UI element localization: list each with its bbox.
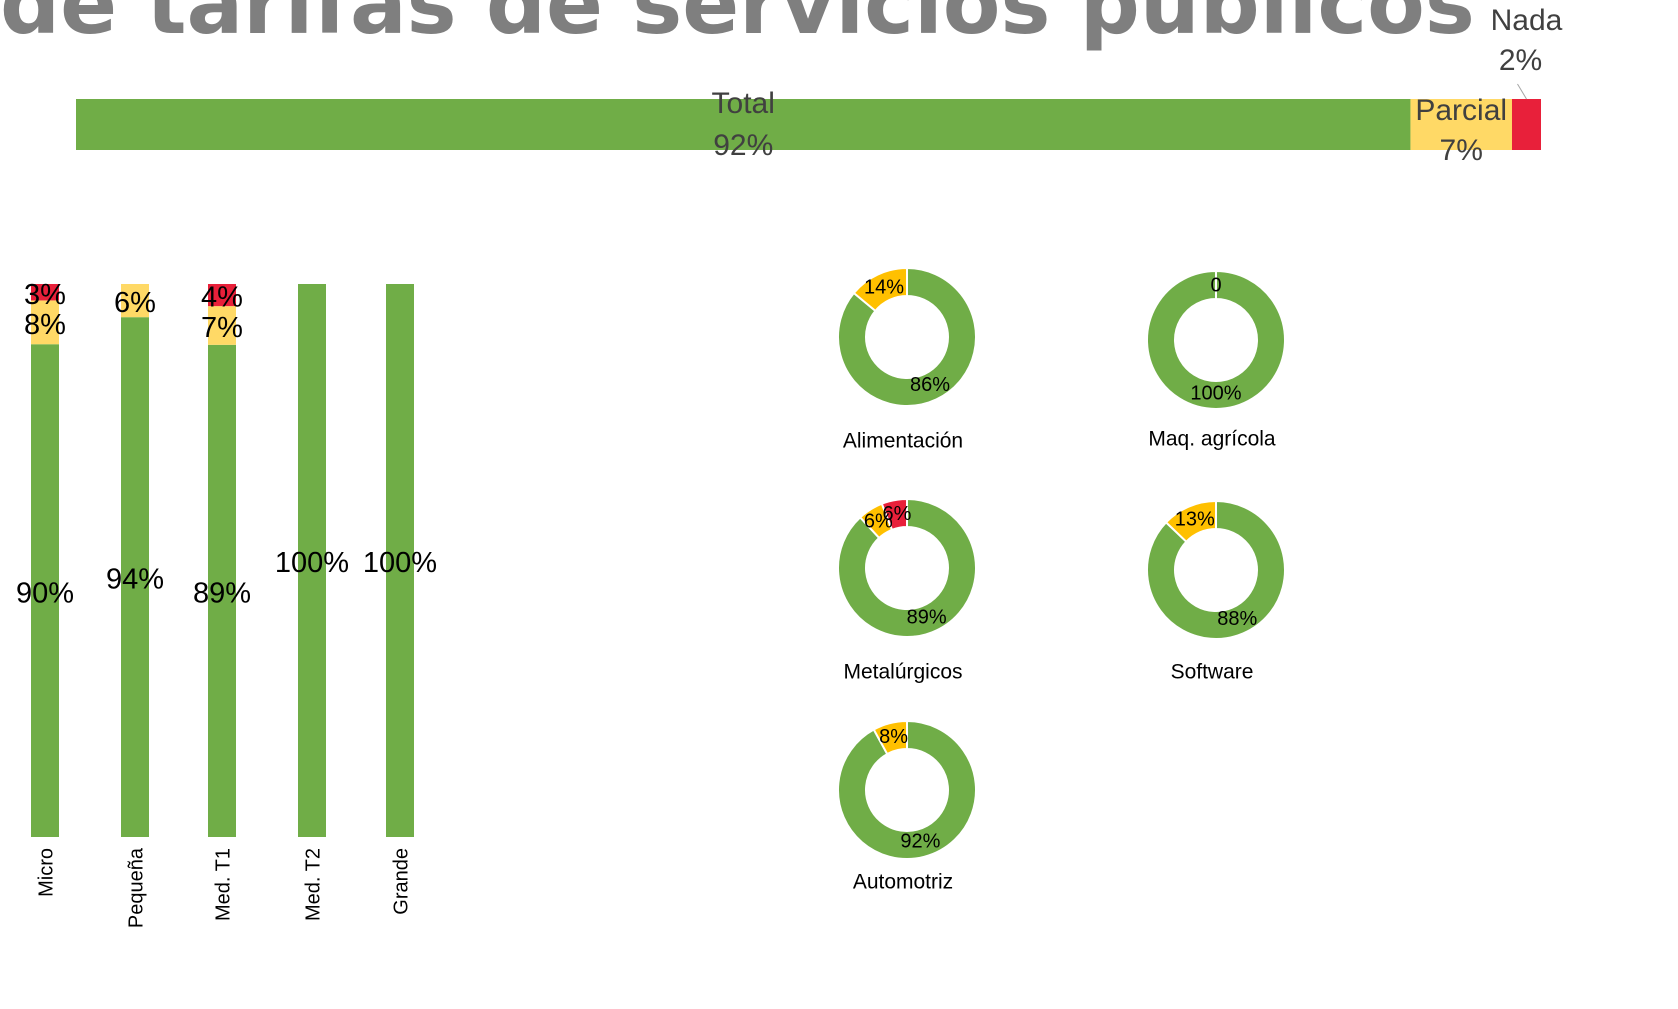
- donut-label: 6%: [883, 503, 912, 525]
- donut-title: Alimentación: [843, 430, 963, 453]
- donut-label: 6%: [864, 511, 893, 533]
- donut-slice: [852, 266, 908, 313]
- donut-label: 86%: [910, 374, 950, 396]
- bar-segment: [208, 306, 236, 345]
- bar-label: 100%: [363, 547, 437, 579]
- bar-label: 100%: [275, 547, 349, 579]
- donut-label: 0: [1210, 274, 1221, 296]
- segment-label: 2%: [1499, 44, 1542, 77]
- segment-name: Nada: [1491, 4, 1563, 37]
- bar-segment: [76, 99, 1411, 150]
- donut-title: Software: [1171, 661, 1254, 684]
- donut-slice: [872, 719, 908, 756]
- bar-label: 89%: [193, 578, 251, 610]
- x-tick-label: Grande: [390, 848, 412, 915]
- x-tick-label: Micro: [35, 848, 57, 897]
- segment-label: 7%: [1440, 134, 1483, 167]
- bar-label: 7%: [201, 312, 243, 344]
- bar-segment: [1410, 99, 1512, 150]
- bar-label: 94%: [106, 564, 164, 596]
- donut-title: Maq. agrícola: [1148, 428, 1276, 451]
- bar-label: 3%: [24, 279, 66, 311]
- donut-title: Metalúrgicos: [843, 661, 962, 684]
- bar-segment: [31, 344, 59, 837]
- bar-segment: [121, 284, 149, 318]
- bar-segment: [298, 284, 326, 837]
- donut-label: 89%: [907, 607, 947, 629]
- donut-label: 14%: [864, 276, 904, 298]
- segment-name: Total: [712, 87, 775, 120]
- donut-label: 8%: [879, 726, 908, 748]
- donut-label: 13%: [1175, 509, 1215, 531]
- donut-slice: [837, 719, 977, 860]
- donut-slice: [1146, 499, 1286, 640]
- slide-title: de tarifas de servicios públicos: [0, 0, 1475, 53]
- bar-label: 6%: [114, 287, 156, 319]
- x-tick-label: Med. T2: [302, 848, 324, 921]
- donut-slice: [1164, 499, 1217, 544]
- bar-label: 8%: [24, 309, 66, 341]
- donut-slice: [880, 497, 908, 532]
- donut-title: Automotriz: [853, 871, 953, 894]
- donut-label: 92%: [900, 831, 940, 853]
- bar-segment: [121, 317, 149, 837]
- donut-slice: [837, 266, 977, 407]
- bar-segment: [31, 300, 59, 345]
- donut-label: 88%: [1217, 608, 1257, 630]
- x-tick-label: Pequeña: [125, 847, 147, 928]
- bar-segment: [31, 284, 59, 301]
- segment-name: Parcial: [1415, 94, 1507, 127]
- bar-segment: [1511, 99, 1541, 150]
- x-tick-label: Med. T1: [212, 848, 234, 921]
- donut-slice: [837, 497, 977, 638]
- segment-label: 92%: [713, 129, 773, 162]
- bar-segment: [208, 344, 236, 837]
- leader-line: [1517, 83, 1527, 100]
- donut-label: 100%: [1190, 382, 1241, 404]
- donut-slice: [1146, 269, 1286, 410]
- bar-label: 90%: [16, 577, 74, 609]
- bar-segment: [386, 284, 414, 837]
- bar-label: 4%: [201, 282, 243, 314]
- bar-segment: [208, 284, 236, 307]
